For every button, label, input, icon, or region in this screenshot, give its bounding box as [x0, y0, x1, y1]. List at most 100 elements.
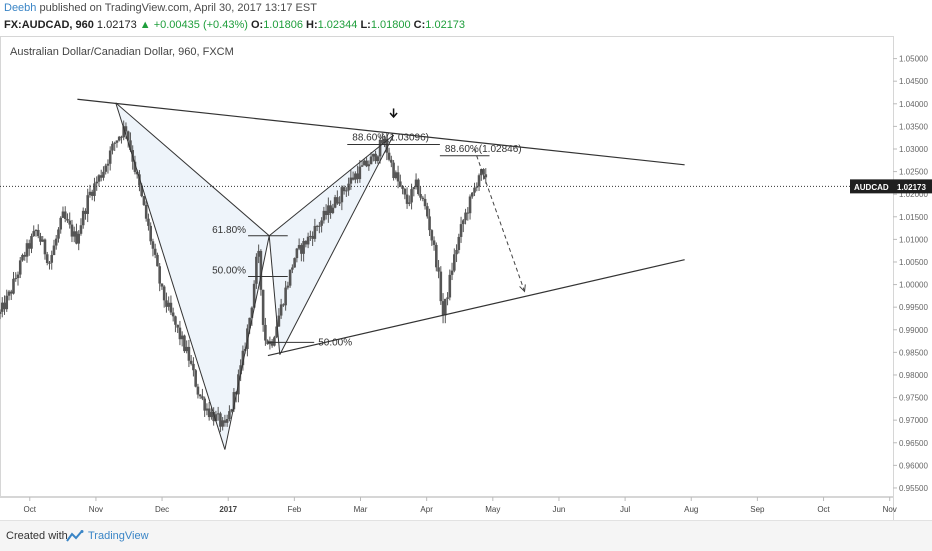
candle-body[interactable] — [153, 248, 157, 255]
lower-support-trendline[interactable] — [267, 259, 685, 357]
candle-body[interactable] — [351, 177, 355, 180]
candle-body[interactable] — [108, 150, 112, 164]
candle-body[interactable] — [369, 156, 373, 165]
candle-body[interactable] — [347, 183, 350, 191]
candle-body[interactable] — [329, 205, 332, 214]
candle-body[interactable] — [120, 136, 123, 138]
candle-body[interactable] — [297, 245, 301, 249]
candle-body[interactable] — [203, 398, 206, 411]
candle-body[interactable] — [106, 163, 110, 166]
candle-body[interactable] — [97, 175, 101, 182]
candle-body[interactable] — [7, 291, 11, 296]
candle-body[interactable] — [205, 408, 209, 411]
candle-body[interactable] — [232, 392, 236, 410]
candle-body[interactable] — [448, 274, 452, 298]
candle-body[interactable] — [430, 230, 434, 241]
fib-levels[interactable]: 61.80% 50.00% 50.00% 88.60%(1.03096) 88.60%(… — [212, 132, 521, 348]
candle-body[interactable] — [192, 363, 195, 371]
candle-body[interactable] — [306, 236, 310, 245]
candle-body[interactable] — [72, 231, 76, 237]
candle-body[interactable] — [176, 324, 179, 328]
candle-body[interactable] — [207, 408, 211, 418]
candle-body[interactable] — [30, 236, 33, 249]
candle-body[interactable] — [75, 231, 78, 244]
candle-body[interactable] — [126, 131, 130, 141]
candle-body[interactable] — [324, 210, 328, 216]
candle-body[interactable] — [216, 413, 220, 415]
candle-body[interactable] — [84, 210, 87, 214]
candle-body[interactable] — [293, 258, 296, 268]
candle-body[interactable] — [149, 225, 152, 242]
candle-body[interactable] — [189, 360, 193, 364]
candle-body[interactable] — [459, 224, 463, 237]
candle-body[interactable] — [9, 291, 13, 294]
candle-body[interactable] — [279, 304, 283, 316]
candle-body[interactable] — [102, 171, 105, 178]
candle-body[interactable] — [39, 236, 42, 242]
candle-body[interactable] — [473, 187, 476, 193]
upper-resistance-trendline[interactable] — [77, 98, 685, 166]
candle-body[interactable] — [228, 411, 231, 420]
candle-body[interactable] — [270, 341, 274, 346]
candle-body[interactable] — [165, 300, 168, 307]
candle-body[interactable] — [414, 179, 418, 188]
candle-body[interactable] — [162, 286, 166, 301]
candle-body[interactable] — [57, 229, 60, 239]
candle-body[interactable] — [470, 192, 474, 197]
candle-body[interactable] — [284, 287, 287, 306]
candle-body[interactable] — [266, 340, 269, 345]
candle-body[interactable] — [437, 267, 440, 272]
candle-body[interactable] — [90, 191, 94, 196]
candle-body[interactable] — [477, 175, 481, 187]
candle-body[interactable] — [405, 194, 409, 204]
candle-body[interactable] — [21, 254, 24, 261]
candle-body[interactable] — [36, 229, 40, 237]
candle-body[interactable] — [113, 142, 117, 144]
candle-body[interactable] — [144, 204, 148, 219]
candle-body[interactable] — [239, 365, 242, 375]
candle-body[interactable] — [277, 315, 281, 327]
candle-body[interactable] — [408, 202, 411, 204]
candle-body[interactable] — [342, 187, 346, 192]
candle-body[interactable] — [333, 197, 337, 208]
candle-body[interactable] — [288, 269, 292, 286]
candle-body[interactable] — [479, 169, 483, 176]
pattern-edge[interactable] — [268, 235, 281, 355]
price-axis[interactable]: 1.05000 1.04500 1.04000 1.03500 1.03000 1.025… — [893, 55, 928, 493]
candle-body[interactable] — [185, 346, 188, 352]
candle-body[interactable] — [360, 165, 364, 167]
candle-body[interactable] — [214, 414, 218, 422]
candle-body[interactable] — [462, 220, 465, 225]
candle-body[interactable] — [446, 297, 449, 299]
candle-body[interactable] — [210, 412, 213, 418]
candle-body[interactable] — [381, 139, 384, 144]
candle-body[interactable] — [196, 386, 200, 395]
candle-body[interactable] — [412, 187, 416, 190]
candle-body[interactable] — [482, 169, 485, 175]
candle-body[interactable] — [43, 239, 47, 255]
candle-body[interactable] — [394, 172, 398, 179]
candle-body[interactable] — [104, 165, 108, 172]
candle-body[interactable] — [403, 188, 407, 195]
candle-body[interactable] — [138, 174, 141, 186]
candle-body[interactable] — [16, 274, 20, 279]
candle-body[interactable] — [376, 156, 380, 162]
candle-body[interactable] — [18, 260, 22, 275]
candle-body[interactable] — [99, 175, 103, 178]
candle-body[interactable] — [396, 172, 400, 182]
candle-body[interactable] — [385, 139, 389, 153]
candle-body[interactable] — [169, 302, 173, 313]
candle-body[interactable] — [174, 316, 177, 325]
candle-body[interactable] — [61, 211, 65, 218]
candle-body[interactable] — [401, 185, 404, 189]
candle-body[interactable] — [468, 196, 472, 214]
candle-body[interactable] — [198, 394, 202, 397]
price-chart[interactable]: Australian Dollar/Canadian Dollar, 960, … — [0, 36, 932, 520]
tradingview-logo-icon[interactable] — [66, 530, 84, 542]
candle-body[interactable] — [300, 245, 303, 254]
candle-body[interactable] — [194, 370, 197, 387]
candle-body[interactable] — [320, 220, 323, 226]
candle-body[interactable] — [336, 197, 339, 204]
candle-body[interactable] — [88, 191, 92, 196]
candle-body[interactable] — [63, 211, 67, 219]
